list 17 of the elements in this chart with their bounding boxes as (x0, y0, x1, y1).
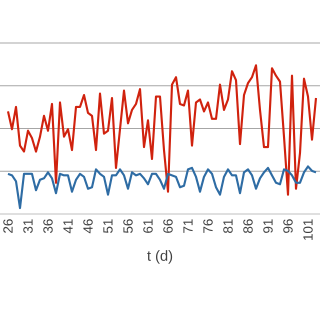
x-axis-title: t (d) (147, 250, 172, 264)
x-tick-label: 61 (143, 219, 153, 233)
x-tick-label: 71 (183, 219, 193, 233)
x-tick-label: 46 (83, 219, 93, 234)
x-tick-label: 26 (3, 219, 13, 233)
x-tick-label: 41 (63, 219, 73, 234)
x-tick-label: 31 (23, 219, 33, 234)
x-tick-label: 36 (43, 219, 53, 234)
x-tick-label: 101 (303, 219, 313, 240)
x-tick-label: 81 (223, 219, 233, 233)
x-tick-label: 51 (103, 219, 113, 233)
x-tick-label: 91 (263, 219, 273, 233)
x-tick-label: 66 (163, 219, 173, 233)
x-tick-label: 56 (123, 219, 133, 233)
x-tick-label: 76 (203, 219, 213, 233)
x-tick-label: 96 (283, 219, 293, 233)
x-tick-label: 86 (243, 219, 253, 233)
